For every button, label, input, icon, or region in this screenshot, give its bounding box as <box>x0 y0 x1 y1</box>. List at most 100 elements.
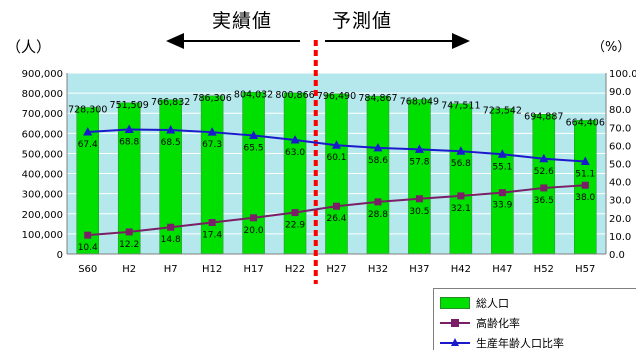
left-tick-label: 500,000 <box>22 149 63 160</box>
aging-rate-point <box>291 209 299 217</box>
left-tick-label: 300,000 <box>22 190 63 201</box>
right-axis-unit: （%） <box>592 40 631 55</box>
aging-rate-label: 38.0 <box>575 193 595 203</box>
working-ratio-point <box>290 134 300 144</box>
left-tick-label: 0 <box>57 250 63 261</box>
aging-rate-label: 12.2 <box>119 240 139 250</box>
working-ratio-point <box>539 153 549 163</box>
working-ratio-label: 56.8 <box>451 159 471 169</box>
aging-rate-label: 30.5 <box>409 207 429 217</box>
aging-rate-point <box>374 198 382 206</box>
working-ratio-point <box>207 127 217 136</box>
working-ratio-point <box>456 146 466 155</box>
population-bar-label: 747,511 <box>441 101 480 112</box>
working-ratio-label: 67.3 <box>202 140 222 150</box>
left-tick-label: 900,000 <box>22 69 63 80</box>
population-bar <box>325 93 348 255</box>
category-label: H17 <box>243 264 263 275</box>
category-label: H22 <box>285 264 305 275</box>
working-ratio-point <box>580 156 590 166</box>
aging-rate-point <box>457 192 465 200</box>
working-ratio-point <box>332 140 341 149</box>
aging-rate-label: 33.9 <box>492 201 512 211</box>
category-label: H2 <box>122 264 136 275</box>
aging-rate-label: 32.1 <box>451 204 471 214</box>
category-label: H42 <box>451 264 471 275</box>
population-bar-label: 723,542 <box>483 105 522 116</box>
left-tick-label: 800,000 <box>22 89 63 100</box>
working-ratio-label: 63.0 <box>285 148 305 158</box>
working-ratio-label: 51.1 <box>575 170 595 180</box>
aging-rate-label: 14.8 <box>161 235 181 245</box>
triangle-marker-line-icon <box>440 337 470 349</box>
aging-rate-label: 26.4 <box>326 214 346 224</box>
category-label: H57 <box>575 264 595 275</box>
aging-rate-label: 22.9 <box>285 221 305 231</box>
right-tick-label: 60.0 <box>609 141 631 152</box>
working-ratio-label: 57.8 <box>409 157 429 167</box>
population-bar-label: 800,866 <box>275 90 314 101</box>
category-label: H52 <box>534 264 554 275</box>
left-arrow-icon <box>166 33 184 49</box>
population-bar <box>159 99 182 255</box>
working-ratio-point <box>83 127 93 136</box>
left-tick-label: 100,000 <box>22 230 63 241</box>
population-bar <box>532 114 556 255</box>
right-tick-label: 80.0 <box>609 105 631 116</box>
legend-item-population: 総人口 <box>440 295 509 311</box>
left-tick-label: 200,000 <box>22 210 63 221</box>
working-ratio-label: 52.6 <box>534 167 554 177</box>
aging-rate-point <box>333 202 340 210</box>
chart-legend: 総人口 高齢化率 生産年齢人口比率 <box>433 288 636 350</box>
working-ratio-point <box>497 149 507 158</box>
population-bar-label: 796,490 <box>317 91 356 102</box>
population-bar-label: 768,049 <box>400 97 439 108</box>
population-bar-label: 694,887 <box>524 111 563 122</box>
working-ratio-label: 58.6 <box>368 156 388 166</box>
right-tick-label: 40.0 <box>609 178 631 189</box>
population-bar-label: 766,832 <box>151 97 190 108</box>
left-tick-label: 700,000 <box>22 109 63 120</box>
working-ratio-point <box>414 144 424 153</box>
legend-label-population: 総人口 <box>476 297 509 310</box>
working-ratio-point <box>124 124 134 133</box>
aging-rate-point <box>208 219 216 227</box>
aging-rate-label: 36.5 <box>534 196 554 206</box>
working-ratio-label: 68.8 <box>119 137 139 147</box>
category-label: S60 <box>78 264 97 275</box>
working-ratio-point <box>373 142 383 152</box>
population-bar <box>491 108 514 255</box>
category-label: H7 <box>164 264 178 275</box>
right-tick-label: 50.0 <box>609 160 631 171</box>
aging-rate-label: 10.4 <box>78 243 98 253</box>
aging-rate-label: 28.8 <box>368 210 388 220</box>
category-label: H37 <box>409 264 429 275</box>
working-ratio-label: 60.1 <box>326 153 346 163</box>
population-bar <box>449 103 473 255</box>
aging-rate-point <box>540 184 548 192</box>
aging-rate-point <box>415 195 423 203</box>
working-ratio-label: 55.1 <box>492 162 512 172</box>
right-tick-label: 30.0 <box>609 196 631 207</box>
population-bar <box>408 99 431 255</box>
legend-item-working: 生産年齢人口比率 <box>440 335 564 350</box>
category-label: H47 <box>492 264 512 275</box>
left-tick-label: 600,000 <box>22 129 63 140</box>
aging-rate-point <box>581 181 589 189</box>
category-label: H27 <box>326 264 346 275</box>
working-ratio-point <box>166 125 176 134</box>
aging-rate-point <box>167 223 175 231</box>
population-bar-label: 784,867 <box>358 93 397 104</box>
population-bar <box>366 95 390 255</box>
aging-rate-label: 20.0 <box>244 226 264 236</box>
right-tick-label: 70.0 <box>609 123 631 134</box>
legend-label-working: 生産年齢人口比率 <box>476 337 564 350</box>
population-bar-label: 804,032 <box>234 89 273 100</box>
aging-rate-point <box>125 228 133 236</box>
aging-rate-point <box>84 231 92 239</box>
population-bar-label: 664,406 <box>566 117 605 128</box>
working-ratio-point <box>249 130 259 139</box>
population-bar-label: 751,509 <box>110 100 149 111</box>
actual-values-heading: 実績値 <box>212 10 273 32</box>
